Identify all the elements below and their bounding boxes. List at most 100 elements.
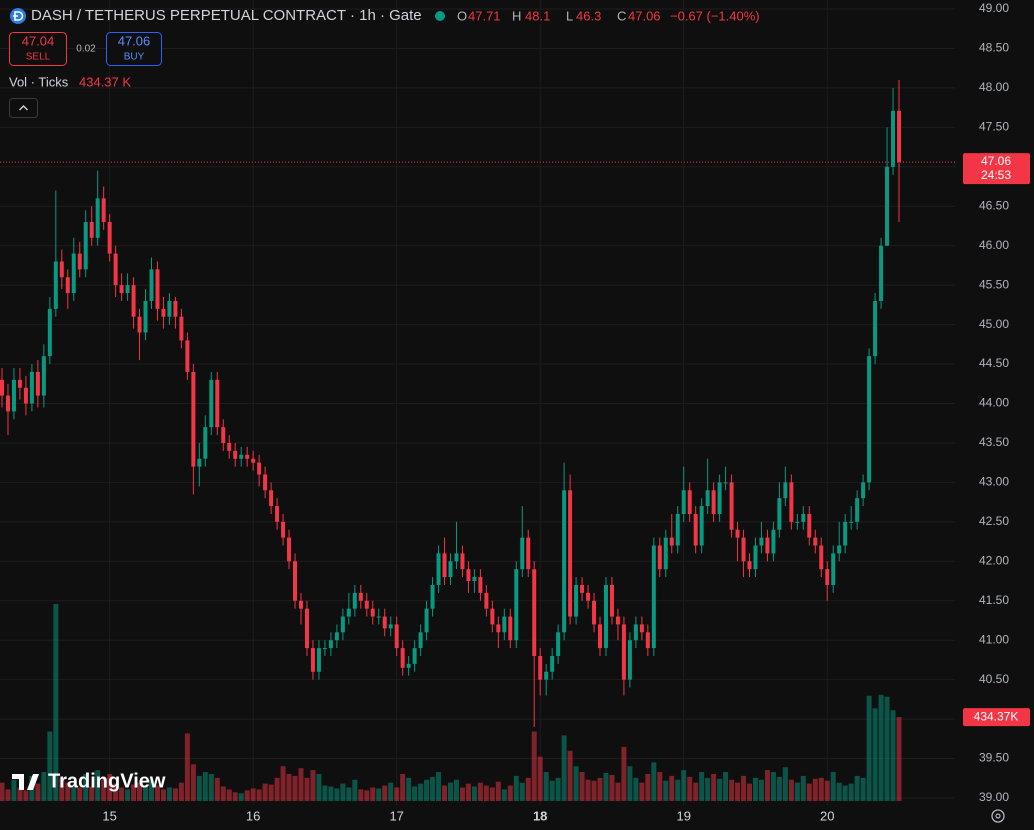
volume-bar <box>824 780 830 801</box>
volume-bar <box>214 777 220 801</box>
brand-name: TradingView <box>48 770 166 792</box>
ohlc-prefix: L <box>566 8 573 23</box>
volume-bar <box>149 779 154 801</box>
volume-bar <box>59 777 65 801</box>
countdown-label: 24:53 <box>981 168 1011 182</box>
volume-bar <box>597 777 603 801</box>
ohlc-prefix: O <box>457 8 467 23</box>
volume-bar <box>830 772 836 801</box>
last-price-tag <box>963 153 1030 185</box>
candle-body <box>245 454 250 459</box>
volume-bar <box>878 694 884 801</box>
sell-price[interactable]: 47.04 <box>22 33 55 48</box>
candle-body <box>825 569 830 585</box>
y-tick-label: 49.00 <box>979 1 1009 15</box>
candle-body <box>472 577 477 582</box>
candle-body <box>651 545 656 649</box>
collapse-button[interactable] <box>9 98 38 118</box>
volume-bar <box>382 785 388 801</box>
volume-bar <box>334 788 340 801</box>
candle-body <box>526 537 531 570</box>
buy-button[interactable] <box>106 32 162 66</box>
volume-bar <box>35 783 41 801</box>
candle-body <box>388 624 393 629</box>
candle-body <box>627 640 632 680</box>
candle-body <box>484 592 489 609</box>
volume-bar <box>489 787 495 801</box>
candle-body <box>580 584 585 593</box>
y-tick-label: 41.50 <box>979 593 1009 607</box>
ohlc-close: 47.06 <box>628 8 661 23</box>
candle-body <box>215 379 220 428</box>
candle-body <box>143 300 148 333</box>
candle-body <box>119 285 124 294</box>
candle-body <box>155 269 160 309</box>
volume-bar <box>549 780 555 801</box>
candle-body <box>149 269 154 301</box>
candle-body <box>113 253 118 286</box>
volume-bar <box>812 778 818 801</box>
volume-bar <box>896 717 902 801</box>
volume-bar <box>591 780 597 801</box>
y-tick-label: 41.00 <box>979 632 1009 646</box>
volume-bar <box>729 779 735 801</box>
candle-body <box>328 640 333 649</box>
settings-button[interactable] <box>991 809 1005 823</box>
volume-bar <box>573 766 579 801</box>
volume-bar <box>459 787 465 801</box>
volume-bar <box>495 781 501 801</box>
y-tick-label: 39.50 <box>979 751 1009 765</box>
symbol-icon-glyph <box>13 11 24 21</box>
candle-body <box>669 537 674 546</box>
volume-bar <box>483 785 489 801</box>
volume-bar <box>166 787 172 801</box>
volume-bar <box>71 785 77 801</box>
market-status[interactable] <box>435 11 445 21</box>
volume-bar <box>11 779 17 801</box>
candle-body <box>424 608 429 633</box>
volume-bar <box>633 777 639 801</box>
volume-bar <box>519 782 525 801</box>
candle-body <box>849 521 854 523</box>
candle-body <box>699 506 704 546</box>
candle-body <box>873 300 878 357</box>
volume-bar <box>47 731 53 801</box>
candle-body <box>603 584 608 649</box>
y-tick-label: 39.00 <box>979 790 1009 804</box>
candle-body <box>221 427 226 443</box>
candle-body <box>520 537 525 570</box>
candle-body <box>41 356 46 396</box>
volume-bar <box>388 782 394 801</box>
volume-bar <box>370 787 376 801</box>
volume-bar <box>776 776 782 801</box>
symbol-title[interactable]: DASH / TETHERUS PERPETUAL CONTRACT · 1h … <box>31 7 422 24</box>
candle-body <box>179 316 184 341</box>
volume-bar <box>621 746 627 801</box>
candle-body <box>364 600 369 609</box>
candle-body <box>346 608 351 617</box>
volume-bar <box>400 773 406 801</box>
buy-label[interactable]: BUY <box>124 52 145 63</box>
candle-body <box>855 498 860 522</box>
candle-body <box>394 624 399 649</box>
candle-body <box>352 592 357 609</box>
sell-button[interactable] <box>9 32 67 66</box>
volume-bar <box>561 735 567 801</box>
ohlc-change: −0.67 (−1.40%) <box>670 8 760 23</box>
candle-body <box>358 592 363 601</box>
grid <box>0 0 955 805</box>
ohlc-low: 46.3 <box>576 8 601 23</box>
volume-bar <box>262 783 268 801</box>
candle-body <box>406 663 411 668</box>
volume-bar <box>663 780 669 801</box>
price-tags: 39.0039.5040.0040.5041.0041.5042.0042.50… <box>102 1 1030 823</box>
volume-bar <box>764 770 770 801</box>
buy-price[interactable]: 47.06 <box>118 33 151 48</box>
candle-body <box>442 553 447 578</box>
sell-label[interactable]: SELL <box>26 52 51 63</box>
y-tick-label: 44.50 <box>979 356 1009 370</box>
candle-body <box>609 584 614 617</box>
y-tick-label: 42.50 <box>979 514 1009 528</box>
volume-bar <box>196 775 202 801</box>
volume-bar <box>442 785 448 801</box>
